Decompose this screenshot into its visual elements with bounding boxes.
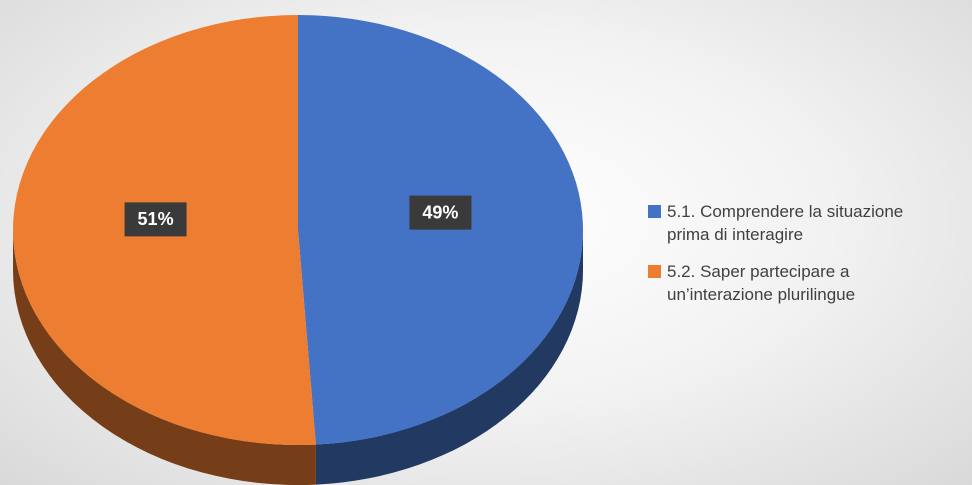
- pie-side-shade: [315, 230, 583, 485]
- legend-swatch: [648, 205, 661, 218]
- data-label-bg: [409, 195, 472, 230]
- legend: 5.1. Comprendere la situazione prima di …: [648, 200, 948, 320]
- legend-item: 5.1. Comprendere la situazione prima di …: [648, 200, 948, 246]
- legend-item: 5.2. Saper partecipare a un’interazione …: [648, 260, 948, 306]
- pie-slice: [298, 15, 583, 445]
- data-label: 49%: [422, 202, 458, 222]
- legend-label: 5.1. Comprendere la situazione prima di …: [667, 202, 904, 244]
- data-label: 51%: [138, 209, 174, 229]
- legend-label: 5.2. Saper partecipare a un’interazione …: [667, 262, 856, 304]
- pie-side-shade: [13, 230, 316, 485]
- data-label-bg: [124, 202, 187, 237]
- legend-swatch: [648, 265, 661, 278]
- chart: 49% 51%: [12, 15, 583, 485]
